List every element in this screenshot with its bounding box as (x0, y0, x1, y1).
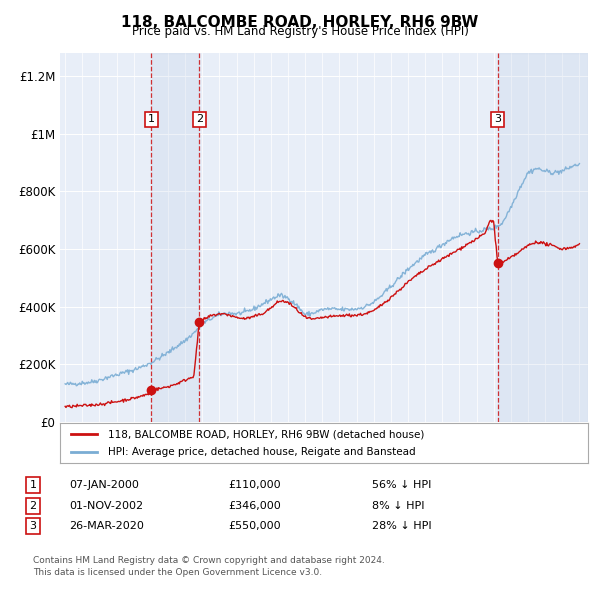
Text: 2: 2 (29, 501, 37, 510)
Text: 3: 3 (494, 114, 501, 124)
Text: 8% ↓ HPI: 8% ↓ HPI (372, 501, 425, 510)
Text: 2: 2 (196, 114, 203, 124)
Text: 28% ↓ HPI: 28% ↓ HPI (372, 522, 431, 531)
Text: 3: 3 (29, 522, 37, 531)
Text: 1: 1 (29, 480, 37, 490)
Text: Contains HM Land Registry data © Crown copyright and database right 2024.: Contains HM Land Registry data © Crown c… (33, 556, 385, 565)
Text: £550,000: £550,000 (228, 522, 281, 531)
Text: £346,000: £346,000 (228, 501, 281, 510)
Text: 1: 1 (148, 114, 155, 124)
Text: This data is licensed under the Open Government Licence v3.0.: This data is licensed under the Open Gov… (33, 568, 322, 577)
Bar (497, 53, 588, 422)
Text: 118, BALCOMBE ROAD, HORLEY, RH6 9BW: 118, BALCOMBE ROAD, HORLEY, RH6 9BW (121, 15, 479, 30)
Bar (151, 53, 199, 422)
Text: HPI: Average price, detached house, Reigate and Banstead: HPI: Average price, detached house, Reig… (107, 447, 415, 457)
Text: 118, BALCOMBE ROAD, HORLEY, RH6 9BW (detached house): 118, BALCOMBE ROAD, HORLEY, RH6 9BW (det… (107, 430, 424, 440)
Text: Price paid vs. HM Land Registry's House Price Index (HPI): Price paid vs. HM Land Registry's House … (131, 25, 469, 38)
Text: 26-MAR-2020: 26-MAR-2020 (69, 522, 144, 531)
Text: £110,000: £110,000 (228, 480, 281, 490)
Text: 01-NOV-2002: 01-NOV-2002 (69, 501, 143, 510)
Text: 56% ↓ HPI: 56% ↓ HPI (372, 480, 431, 490)
Text: 07-JAN-2000: 07-JAN-2000 (69, 480, 139, 490)
